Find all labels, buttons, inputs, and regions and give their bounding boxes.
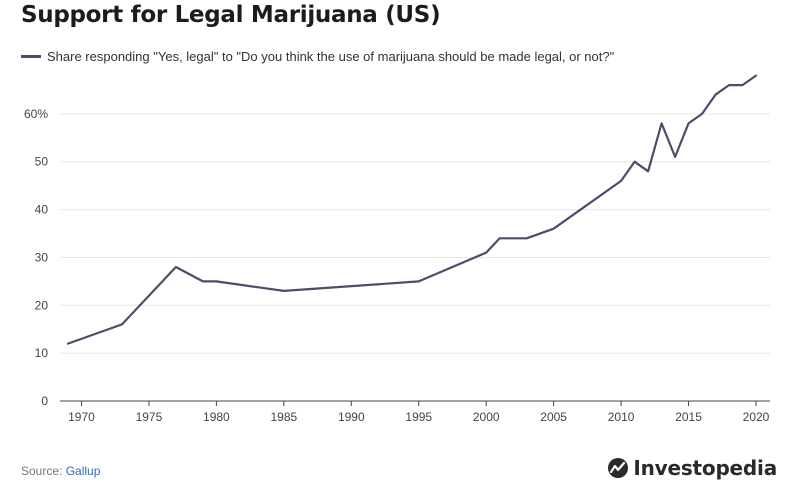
x-tick-label: 2015 xyxy=(675,410,702,424)
x-tick-label: 1990 xyxy=(338,410,365,424)
investopedia-logo: Investopedia xyxy=(607,456,777,480)
logo-text: Investopedia xyxy=(633,456,777,480)
legend-label: Share responding "Yes, legal" to "Do you… xyxy=(47,49,615,64)
source-prefix: Source: xyxy=(21,464,66,478)
x-tick-label: 2000 xyxy=(473,410,500,424)
legend-swatch xyxy=(21,55,41,58)
x-tick-label: 2020 xyxy=(743,410,770,424)
y-tick-label: 50 xyxy=(35,155,49,169)
source-link[interactable]: Gallup xyxy=(65,464,101,478)
legend: Share responding "Yes, legal" to "Do you… xyxy=(21,49,614,64)
y-tick-label: 0 xyxy=(41,394,48,408)
y-tick-label: 20 xyxy=(35,298,49,312)
x-tick-label: 1970 xyxy=(68,410,95,424)
y-tick-label: 60% xyxy=(24,107,48,121)
x-tick-label: 1980 xyxy=(203,410,230,424)
chart-title: Support for Legal Marijuana (US) xyxy=(21,2,441,28)
investopedia-logo-icon xyxy=(608,458,629,478)
y-tick-label: 40 xyxy=(35,203,49,217)
y-tick-label: 10 xyxy=(35,346,49,360)
x-tick-label: 2010 xyxy=(608,410,635,424)
series-line xyxy=(66,74,758,345)
source-note: Source: Gallup xyxy=(21,464,100,478)
y-tick-label: 30 xyxy=(35,250,49,264)
x-tick-label: 1995 xyxy=(405,410,432,424)
x-tick-label: 2005 xyxy=(540,410,567,424)
x-tick-label: 1975 xyxy=(136,410,163,424)
x-tick-label: 1985 xyxy=(270,410,297,424)
